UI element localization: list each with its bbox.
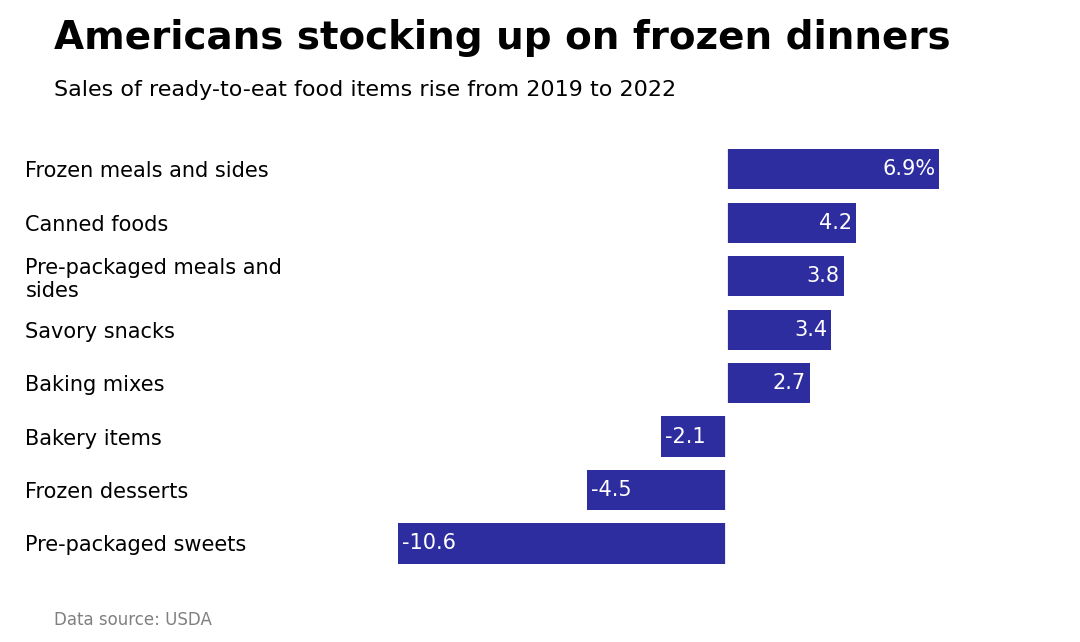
Text: 3.8: 3.8 xyxy=(807,266,840,286)
Text: -4.5: -4.5 xyxy=(591,480,631,500)
Bar xyxy=(726,363,810,403)
Bar xyxy=(726,309,832,350)
Text: 6.9%: 6.9% xyxy=(882,159,935,179)
Bar xyxy=(661,417,726,456)
Bar xyxy=(726,149,940,189)
Text: Data source: USDA: Data source: USDA xyxy=(54,611,212,629)
Bar xyxy=(399,523,726,564)
Text: 4.2: 4.2 xyxy=(819,213,852,232)
Text: -2.1: -2.1 xyxy=(665,426,705,447)
Text: Americans stocking up on frozen dinners: Americans stocking up on frozen dinners xyxy=(54,19,950,57)
Bar xyxy=(726,256,843,296)
Bar xyxy=(726,203,856,243)
Text: -10.6: -10.6 xyxy=(402,534,456,553)
Bar xyxy=(586,470,726,510)
Text: 3.4: 3.4 xyxy=(795,320,827,340)
Text: Sales of ready-to-eat food items rise from 2019 to 2022: Sales of ready-to-eat food items rise fr… xyxy=(54,80,676,100)
Text: 2.7: 2.7 xyxy=(772,373,806,393)
